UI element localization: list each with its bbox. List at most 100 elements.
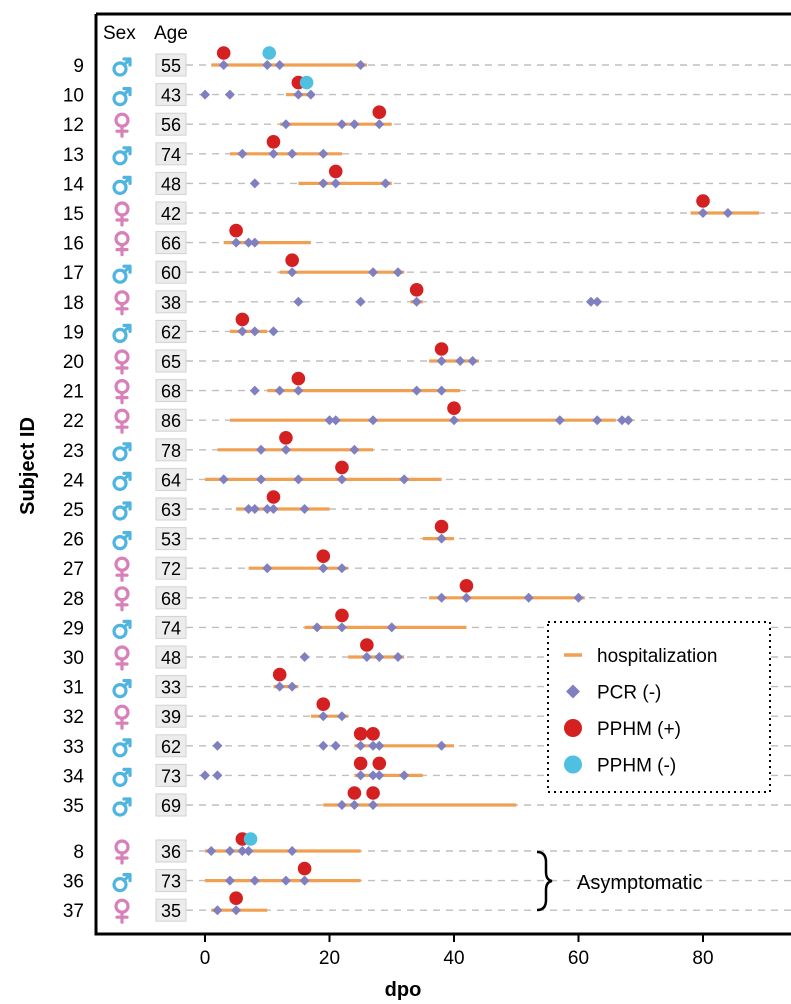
pcr-negative-marker [287, 681, 298, 692]
subject-id-label: 12 [63, 115, 84, 136]
pphm-positive-marker [297, 861, 312, 876]
pcr-negative-marker [592, 415, 603, 426]
pcr-negative-marker [218, 474, 229, 485]
age-box [155, 260, 187, 284]
female-icon-cross [115, 851, 129, 865]
pphm-positive-marker [353, 756, 368, 771]
pcr-negative-marker [355, 740, 366, 751]
male-icon-ring [112, 327, 128, 343]
pcr-negative-marker [231, 905, 242, 916]
pcr-negative-marker [312, 622, 323, 633]
pcr-negative-marker [280, 444, 291, 455]
female-icon [114, 112, 130, 138]
pcr-negative-marker [411, 385, 422, 396]
asymptomatic-label: Asymptomatic [577, 872, 703, 894]
male-icon-ring [112, 742, 128, 758]
age-column-header: Age [154, 23, 188, 44]
female-icon-ring [114, 645, 130, 661]
pcr-negative-marker [368, 770, 379, 781]
legend-circle-swatch [564, 755, 582, 774]
pcr-negative-marker [318, 711, 329, 722]
subject-id-label: 32 [63, 707, 84, 728]
subject-id-label: 37 [63, 901, 84, 922]
male-icon-arrow [122, 57, 132, 67]
pcr-negative-marker [436, 385, 447, 396]
pcr-negative-marker [573, 592, 584, 603]
subject-id-label: 30 [63, 648, 84, 669]
pcr-negative-marker [268, 504, 279, 514]
female-icon-ring [114, 290, 130, 306]
age-box [155, 142, 187, 166]
age-box [155, 231, 187, 255]
male-icon-ring [112, 475, 128, 491]
pphm-positive-marker [372, 105, 387, 119]
pcr-negative-marker [392, 652, 403, 662]
pphm-negative-marker [262, 46, 277, 60]
pcr-negative-marker [299, 504, 310, 514]
pphm-positive-marker [696, 194, 710, 208]
age-label: 72 [161, 559, 181, 579]
subject-id-label: 31 [63, 678, 84, 699]
male-icon-arrow [122, 471, 132, 481]
pcr-negative-marker [355, 770, 366, 781]
pcr-negative-markers [200, 60, 733, 916]
age-box [155, 704, 187, 728]
male-icon-ring [112, 505, 128, 521]
pcr-negative-marker [461, 592, 472, 603]
male-icon-ring [112, 534, 128, 551]
female-icon [114, 704, 130, 730]
pcr-negative-marker [262, 504, 273, 514]
male-icon-arrow [122, 264, 132, 274]
male-icon [112, 87, 132, 107]
pphm-positive-marker [266, 135, 281, 149]
pcr-negative-marker [200, 770, 210, 781]
pcr-negative-marker [592, 296, 603, 307]
pphm-positive-marker [335, 608, 349, 623]
legend-frame [547, 621, 771, 793]
age-box [155, 734, 187, 758]
pcr-negative-marker [287, 148, 298, 159]
male-icon-arrow [122, 767, 132, 777]
female-icon-cross [115, 568, 129, 582]
subject-id-label: 33 [63, 737, 84, 758]
pcr-negative-marker [318, 148, 329, 159]
female-icon [114, 290, 130, 316]
pcr-negative-marker [374, 740, 385, 751]
age-box [155, 793, 187, 817]
pcr-negative-marker [349, 800, 360, 810]
age-box [155, 869, 187, 893]
asymptomatic-group-annotation: Asymptomatic [536, 850, 703, 912]
age-label: 38 [161, 293, 181, 313]
subject-id-label: 25 [63, 500, 84, 521]
age-box [155, 556, 187, 580]
pcr-negative-marker [268, 326, 279, 337]
female-icon-cross [115, 598, 129, 612]
age-label: 55 [161, 56, 181, 76]
female-icon-ring [114, 201, 130, 217]
pcr-negative-marker [293, 474, 304, 485]
pcr-negative-marker [411, 296, 422, 307]
female-icon-ring [114, 704, 130, 720]
age-box [155, 201, 187, 225]
pphm-positive-marker [366, 786, 380, 800]
female-icon [114, 586, 130, 612]
subject-id-label: 24 [63, 470, 85, 491]
pcr-negative-marker [256, 444, 267, 455]
subject-id-label: 34 [63, 766, 85, 787]
pcr-negative-marker [467, 356, 478, 366]
pphm-positive-marker [316, 549, 331, 563]
male-icon-arrow [122, 873, 132, 883]
male-icon [112, 797, 132, 817]
pcr-negative-marker [336, 474, 347, 485]
age-label: 68 [161, 589, 181, 609]
age-box [155, 839, 187, 863]
pphm-positive-marker [285, 253, 299, 267]
male-icon-ring [112, 623, 128, 640]
pcr-negative-marker [200, 89, 210, 100]
pcr-negative-marker [218, 60, 229, 70]
pphm-positive-marker [335, 460, 349, 475]
female-icon-ring [114, 839, 130, 855]
female-icon [114, 408, 130, 434]
pcr-negative-marker [368, 415, 379, 426]
